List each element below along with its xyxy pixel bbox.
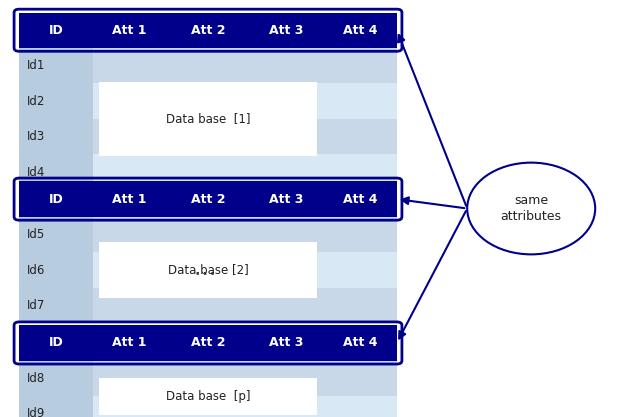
Bar xyxy=(166,288,250,323)
Bar xyxy=(99,242,317,298)
Bar xyxy=(323,325,397,361)
Bar xyxy=(250,325,323,361)
Bar xyxy=(19,119,93,154)
Bar xyxy=(323,119,397,154)
Bar xyxy=(166,325,250,361)
Bar xyxy=(166,154,250,190)
Bar xyxy=(93,361,166,396)
Bar xyxy=(250,119,323,154)
Bar xyxy=(93,217,166,252)
Text: Data base  [1]: Data base [1] xyxy=(166,112,250,126)
Text: ID: ID xyxy=(49,24,63,37)
Bar xyxy=(93,48,166,83)
Bar xyxy=(250,252,323,288)
Text: Id3: Id3 xyxy=(27,130,45,143)
Bar xyxy=(166,181,250,217)
Bar xyxy=(250,288,323,323)
Bar xyxy=(323,83,397,119)
Text: Id7: Id7 xyxy=(27,299,45,312)
Bar xyxy=(250,48,323,83)
Text: Id8: Id8 xyxy=(27,372,45,385)
Text: same
attributes: same attributes xyxy=(500,194,562,223)
Text: Id4: Id4 xyxy=(27,166,45,178)
Text: Att 2: Att 2 xyxy=(191,193,225,206)
Bar xyxy=(166,83,250,119)
Text: Id5: Id5 xyxy=(27,228,45,241)
Bar xyxy=(19,361,93,396)
Bar xyxy=(19,396,93,417)
Bar xyxy=(93,396,166,417)
Text: Id1: Id1 xyxy=(27,59,45,72)
Bar xyxy=(323,217,397,252)
Bar xyxy=(19,325,93,361)
Text: Att 4: Att 4 xyxy=(343,337,377,349)
Ellipse shape xyxy=(467,163,595,254)
Bar xyxy=(250,396,323,417)
Bar xyxy=(93,83,166,119)
Bar xyxy=(323,288,397,323)
Bar xyxy=(93,325,166,361)
Text: Att 3: Att 3 xyxy=(269,193,303,206)
Text: Att 1: Att 1 xyxy=(113,193,147,206)
Text: ID: ID xyxy=(49,193,63,206)
Bar xyxy=(93,252,166,288)
Bar xyxy=(166,119,250,154)
Bar xyxy=(19,83,93,119)
Bar xyxy=(250,217,323,252)
Bar xyxy=(93,181,166,217)
Text: Att 3: Att 3 xyxy=(269,337,303,349)
Bar xyxy=(166,396,250,417)
Bar xyxy=(166,252,250,288)
Text: Att 1: Att 1 xyxy=(113,337,147,349)
Bar xyxy=(323,13,397,48)
Bar xyxy=(19,48,93,83)
Text: Att 4: Att 4 xyxy=(343,193,377,206)
Bar xyxy=(93,154,166,190)
Text: Att 2: Att 2 xyxy=(191,337,225,349)
Bar xyxy=(250,13,323,48)
Text: ⋯: ⋯ xyxy=(194,263,216,283)
Bar xyxy=(323,252,397,288)
Bar xyxy=(166,48,250,83)
Bar xyxy=(250,361,323,396)
Bar xyxy=(99,82,317,156)
Bar xyxy=(19,288,93,323)
Bar xyxy=(323,361,397,396)
Bar xyxy=(250,154,323,190)
Bar xyxy=(19,181,93,217)
Text: Id6: Id6 xyxy=(27,264,45,276)
Bar xyxy=(99,378,317,414)
Bar xyxy=(93,119,166,154)
Bar xyxy=(323,48,397,83)
Bar xyxy=(166,13,250,48)
Text: Att 2: Att 2 xyxy=(191,24,225,37)
Bar xyxy=(166,217,250,252)
Text: Att 1: Att 1 xyxy=(113,24,147,37)
Bar xyxy=(19,252,93,288)
Text: Att 3: Att 3 xyxy=(269,24,303,37)
Bar xyxy=(323,396,397,417)
Text: Data base  [p]: Data base [p] xyxy=(166,389,250,403)
Bar xyxy=(19,154,93,190)
Bar xyxy=(250,181,323,217)
Text: ID: ID xyxy=(49,337,63,349)
Bar xyxy=(19,217,93,252)
Text: Att 4: Att 4 xyxy=(343,24,377,37)
Text: Id9: Id9 xyxy=(27,407,45,417)
Bar xyxy=(323,154,397,190)
Text: Data base [2]: Data base [2] xyxy=(168,264,248,276)
Bar xyxy=(93,13,166,48)
Bar xyxy=(19,13,93,48)
Bar xyxy=(93,288,166,323)
Text: Id2: Id2 xyxy=(27,95,45,108)
Bar xyxy=(323,181,397,217)
Bar xyxy=(166,361,250,396)
Bar xyxy=(250,83,323,119)
